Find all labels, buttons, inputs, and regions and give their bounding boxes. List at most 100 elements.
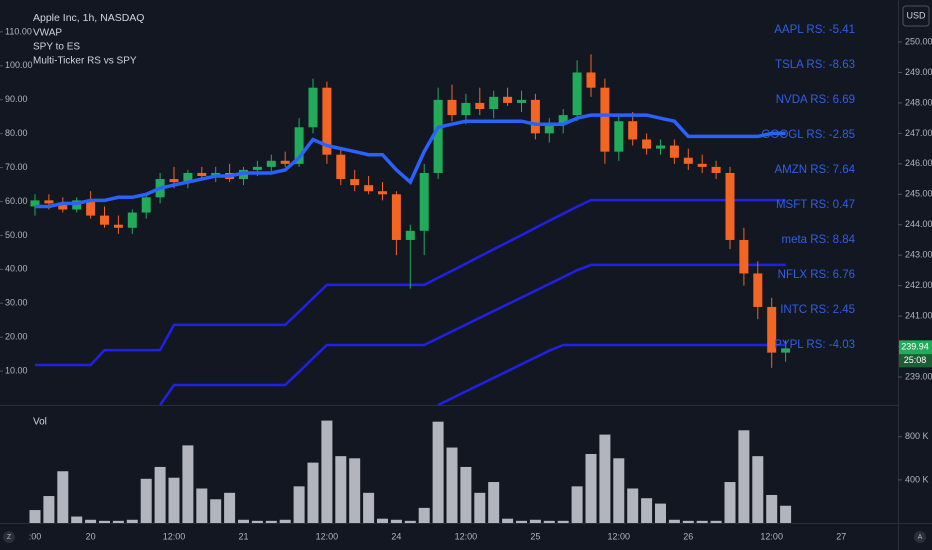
candle-body bbox=[169, 179, 179, 183]
candle-body bbox=[656, 145, 665, 149]
countdown-tag bbox=[899, 354, 932, 368]
volume-bar bbox=[474, 492, 486, 523]
rs-label: NVDA RS: 6.69 bbox=[776, 94, 855, 106]
rs-label: MSFT RS: 0.47 bbox=[776, 199, 855, 211]
volume-bar bbox=[293, 486, 305, 523]
candle-body bbox=[322, 87, 332, 155]
volume-bar bbox=[251, 520, 263, 523]
volume-bar bbox=[335, 456, 347, 523]
x-tick-label: 12:00 bbox=[163, 531, 186, 541]
volume-bar bbox=[710, 520, 722, 523]
currency-button[interactable] bbox=[902, 5, 930, 27]
x-tick-label: 12:00 bbox=[316, 531, 339, 541]
candle-body bbox=[86, 200, 96, 216]
volume-bar bbox=[43, 496, 55, 523]
corner-button[interactable] bbox=[3, 531, 15, 543]
corner-label[interactable]: A bbox=[918, 534, 923, 541]
candle-body bbox=[44, 200, 54, 204]
x-tick-label: 12:00 bbox=[760, 531, 783, 541]
volume-bar bbox=[766, 494, 778, 523]
candle-body bbox=[336, 154, 346, 180]
candle-body bbox=[252, 166, 262, 170]
volume-bar bbox=[780, 505, 792, 523]
volume-bar bbox=[432, 421, 444, 523]
candle-body bbox=[280, 160, 290, 164]
y-tick-label: 245.00 bbox=[905, 189, 932, 199]
x-tick-label: 21 bbox=[238, 531, 248, 541]
candle-body bbox=[781, 348, 791, 353]
x-tick-label: 12:00 bbox=[608, 531, 631, 541]
currency-label[interactable]: USD bbox=[906, 10, 926, 20]
volume-bar bbox=[585, 454, 597, 523]
volume-bar bbox=[99, 520, 110, 523]
indicator-line bbox=[437, 343, 786, 407]
rs-label: AAPL RS: -5.41 bbox=[774, 24, 855, 36]
candle-body bbox=[530, 99, 540, 134]
volume-bar bbox=[210, 499, 222, 523]
volume-bar bbox=[377, 518, 388, 523]
volume-bar bbox=[668, 519, 680, 523]
candle-body bbox=[753, 273, 763, 307]
candle-body bbox=[197, 172, 207, 177]
y-tick-label: 243.00 bbox=[905, 250, 932, 260]
indicator-name[interactable]: Multi-Ticker RS vs SPY bbox=[33, 56, 137, 67]
y2-tick-label: 50.00 bbox=[5, 230, 28, 240]
candle-body bbox=[447, 99, 457, 116]
volume-title[interactable]: Vol bbox=[33, 417, 47, 428]
volume-bar bbox=[29, 510, 41, 523]
volume-bar bbox=[460, 466, 472, 523]
indicator-line bbox=[35, 113, 786, 209]
volume-bar bbox=[446, 447, 458, 523]
y2-tick-label: 20.00 bbox=[5, 332, 28, 342]
countdown-label: 25:08 bbox=[904, 355, 927, 365]
volume-bar bbox=[168, 477, 180, 523]
candle-body bbox=[475, 102, 485, 110]
candle-body bbox=[544, 124, 554, 134]
candle-body bbox=[517, 99, 526, 103]
volume-bar bbox=[321, 420, 333, 523]
volume-bar bbox=[738, 430, 750, 523]
candle-body bbox=[100, 215, 109, 225]
volume-bar bbox=[571, 486, 583, 523]
volume-bar bbox=[57, 471, 69, 523]
x-tick-label: 12:00 bbox=[455, 531, 478, 541]
candle-body bbox=[683, 157, 693, 164]
volume-tick-label: 800 K bbox=[905, 431, 929, 441]
volume-bar bbox=[238, 519, 249, 523]
volume-bar bbox=[752, 456, 764, 523]
candle-body bbox=[419, 172, 429, 231]
volume-bar bbox=[627, 488, 639, 523]
volume-bar bbox=[599, 434, 611, 523]
y-tick-label: 246.00 bbox=[905, 158, 932, 168]
candle-body bbox=[558, 115, 568, 125]
x-tick-label: 24 bbox=[391, 531, 401, 541]
indicator-name[interactable]: VWAP bbox=[33, 28, 62, 39]
candle-body bbox=[183, 172, 193, 183]
y-tick-label: 247.00 bbox=[905, 128, 932, 138]
corner-button[interactable] bbox=[914, 531, 926, 543]
candle-body bbox=[127, 212, 137, 228]
volume-bar bbox=[488, 482, 500, 523]
rs-label: meta RS: 8.84 bbox=[781, 234, 855, 246]
y2-tick-label: 30.00 bbox=[5, 298, 28, 308]
indicator-line bbox=[159, 263, 786, 406]
y2-tick-label: 70.00 bbox=[5, 162, 28, 172]
volume-bar bbox=[724, 482, 736, 523]
candle-body bbox=[572, 72, 582, 116]
candle-body bbox=[600, 87, 610, 152]
candle-body bbox=[489, 96, 499, 110]
candle-body bbox=[364, 185, 374, 192]
candle-body bbox=[113, 224, 123, 228]
volume-bar bbox=[126, 519, 138, 523]
candle-body bbox=[642, 139, 652, 149]
volume-bar bbox=[112, 520, 124, 523]
y-tick-label: 249.00 bbox=[905, 67, 932, 77]
volume-bar bbox=[224, 492, 236, 523]
corner-label[interactable]: Z bbox=[7, 534, 12, 541]
rs-label: PYPL RS: -4.03 bbox=[774, 339, 855, 351]
indicator-name[interactable]: SPY to ES bbox=[33, 42, 80, 53]
price-tag-label: 239.94 bbox=[901, 342, 929, 352]
volume-bar bbox=[613, 458, 625, 523]
